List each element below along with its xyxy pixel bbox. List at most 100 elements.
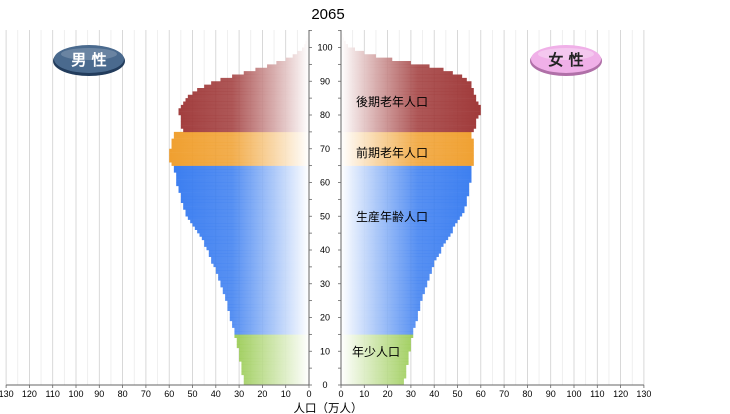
age-tick-label: 70	[320, 144, 330, 154]
male-bar-age-38	[208, 253, 309, 257]
female-bar-age-98	[341, 50, 365, 55]
male-x-tick-label: 130	[0, 389, 14, 399]
age-tick-label: 90	[320, 76, 330, 86]
male-bar-age-89	[211, 81, 309, 85]
male-bar-age-80	[178, 111, 309, 116]
female-bar-age-91	[341, 74, 463, 79]
male-bar-age-64	[173, 165, 309, 170]
female-bar-age-85	[341, 94, 477, 99]
female-bar-age-32	[341, 273, 430, 278]
early-elderly-label: 前期老年人口	[356, 145, 428, 160]
male-bar-age-62	[176, 172, 309, 176]
male-bar-age-0	[243, 381, 309, 386]
female-bar-age-34	[341, 266, 432, 271]
female-bar-age-68	[341, 152, 474, 156]
female-bar-age-103	[341, 34, 343, 38]
male-bar-age-22	[227, 307, 309, 311]
male-bar-age-40	[206, 246, 309, 251]
female-bar-age-84	[341, 98, 477, 102]
male-bar-age-84	[185, 98, 309, 102]
female-bar-age-89	[341, 81, 472, 85]
male-label: 男 性	[71, 51, 106, 69]
male-bar-age-32	[218, 273, 309, 278]
female-x-tick-label: 120	[613, 389, 628, 399]
female-bar-age-83	[341, 101, 479, 106]
female-bar-age-58	[341, 185, 470, 190]
female-bar-age-62	[341, 172, 472, 176]
female-bar-age-31	[341, 277, 430, 281]
female-bar-age-44	[341, 233, 451, 237]
male-x-tick-label: 110	[46, 389, 60, 399]
male-bar-age-74	[173, 131, 309, 136]
female-bar-age-101	[341, 40, 346, 45]
female-bar-age-28	[341, 287, 425, 291]
female-bar-age-100	[341, 44, 348, 48]
female-bar-age-37	[341, 256, 437, 261]
x-axis-label: 人口（万人）	[294, 401, 363, 414]
male-bar-age-82	[180, 104, 309, 109]
male-bar-age-15	[234, 331, 309, 335]
male-bar-age-91	[232, 74, 309, 79]
male-bar-age-81	[178, 108, 309, 112]
male-bar-age-34	[215, 266, 309, 271]
male-bar-age-36	[211, 260, 309, 264]
female-bar-age-78	[341, 118, 477, 122]
female-bar-age-75	[341, 128, 474, 133]
male-bar-age-65	[171, 162, 309, 166]
female-label: 女 性	[548, 51, 583, 69]
female-bar-age-9	[341, 351, 409, 355]
female-bar-age-61	[341, 175, 472, 180]
female-bar-age-20	[341, 314, 418, 318]
male-bar-age-51	[185, 209, 309, 214]
male-bar-age-19	[229, 317, 309, 322]
male-bar-age-14	[234, 334, 309, 338]
female-bar-age-22	[341, 307, 421, 311]
male-x-tick-label: 0	[306, 389, 311, 399]
male-bar-age-66	[169, 158, 309, 163]
female-bar-age-10	[341, 347, 411, 352]
male-bar-age-85	[187, 94, 309, 99]
male-bar-age-93	[255, 67, 309, 72]
female-bar-age-38	[341, 253, 439, 257]
female-bar-age-70	[341, 145, 474, 149]
female-bar-age-87	[341, 88, 474, 92]
female-bar-age-71	[341, 142, 474, 146]
male-bar-age-2	[243, 374, 309, 379]
male-bar-age-70	[171, 145, 309, 149]
female-x-tick-label: 0	[338, 389, 343, 399]
male-bar-age-28	[222, 287, 309, 291]
female-bar-age-76	[341, 125, 477, 129]
male-x-tick-label: 120	[22, 389, 37, 399]
female-bar-age-51	[341, 209, 465, 214]
female-bar-age-67	[341, 155, 474, 160]
age-tick-label: 80	[320, 110, 330, 120]
male-bar-age-52	[183, 206, 309, 210]
female-bar-age-82	[341, 104, 481, 109]
age-tick-label: 40	[320, 245, 330, 255]
female-bar-age-47	[341, 223, 456, 227]
female-bar-age-72	[341, 138, 474, 143]
female-bar-age-16	[341, 327, 414, 332]
male-bar-age-48	[190, 219, 309, 224]
male-bar-age-55	[180, 196, 309, 200]
male-bar-age-86	[192, 91, 309, 95]
male-bar-age-87	[197, 88, 309, 92]
female-bar-age-56	[341, 192, 470, 197]
male-bar-age-60	[176, 179, 309, 183]
female-bar-age-80	[341, 111, 481, 116]
male-bar-age-16	[234, 327, 309, 332]
female-x-tick-label: 50	[452, 389, 462, 399]
female-bar-age-25	[341, 297, 423, 301]
male-x-tick-label: 50	[187, 389, 197, 399]
male-bar-age-95	[276, 61, 309, 65]
male-bar-age-49	[187, 216, 309, 220]
female-bar-age-52	[341, 206, 465, 210]
age-tick-label: 20	[320, 313, 330, 323]
male-bar-age-20	[229, 314, 309, 318]
female-x-tick-label: 20	[383, 389, 393, 399]
male-bar-age-7	[239, 358, 309, 362]
female-bar-age-21	[341, 310, 418, 315]
male-bar-age-3	[241, 371, 309, 376]
male-bar-age-12	[236, 341, 309, 345]
